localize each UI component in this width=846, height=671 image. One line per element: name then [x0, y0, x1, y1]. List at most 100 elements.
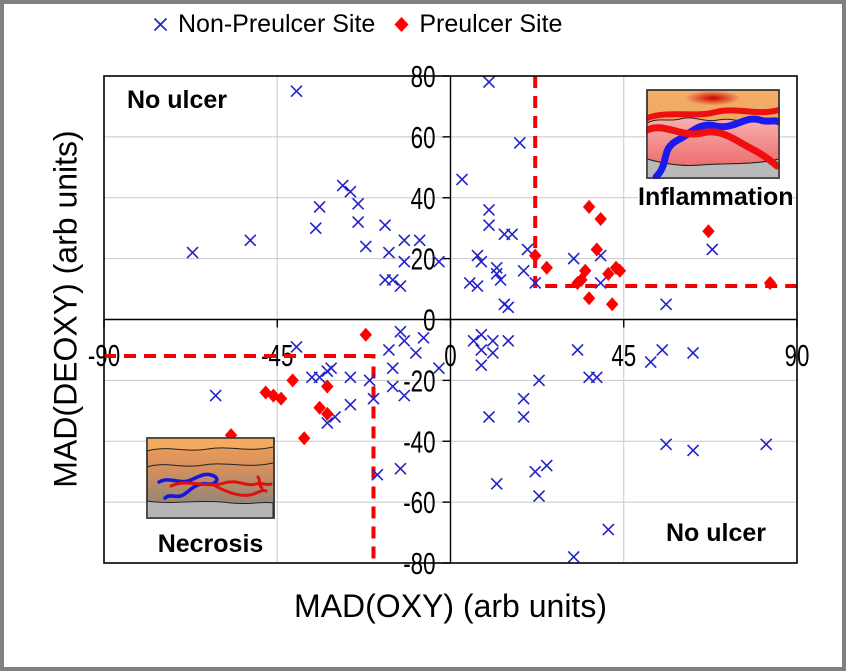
inset-border — [646, 89, 780, 179]
region-label-necrosis: Necrosis — [146, 532, 275, 557]
point-non-preulcer — [371, 468, 384, 481]
point-preulcer — [606, 297, 619, 312]
point-preulcer — [582, 199, 596, 214]
point-preulcer — [313, 400, 326, 415]
point-non-preulcer — [344, 398, 357, 411]
inflammation-skin-svg — [643, 89, 783, 181]
point-non-preulcer — [386, 380, 399, 393]
point-non-preulcer — [502, 301, 515, 314]
point-preulcer — [274, 391, 288, 406]
point-non-preulcer — [490, 261, 503, 274]
legend-item-preulcer: Preulcer Site — [393, 10, 562, 39]
point-non-preulcer — [398, 389, 411, 402]
point-non-preulcer — [656, 343, 669, 357]
point-preulcer — [590, 242, 603, 257]
point-preulcer — [613, 263, 627, 278]
y-axis-title: MAD(DEOXY) (arb units) — [47, 130, 84, 488]
point-non-preulcer — [471, 249, 484, 262]
point-non-preulcer — [590, 371, 603, 384]
point-non-preulcer — [517, 392, 530, 405]
skin-surface-line — [146, 446, 274, 452]
point-non-preulcer — [382, 343, 395, 357]
inflammation-threshold-line — [533, 76, 797, 289]
red-vessel-main — [643, 124, 781, 170]
point-non-preulcer — [686, 444, 700, 457]
point-preulcer — [540, 260, 553, 275]
point-non-preulcer — [398, 255, 411, 268]
point-non-preulcer — [471, 279, 484, 293]
point-preulcer — [609, 260, 623, 275]
point-non-preulcer — [336, 179, 349, 192]
point-non-preulcer — [363, 374, 376, 387]
point-non-preulcer — [571, 343, 584, 357]
point-non-preulcer — [486, 346, 499, 360]
point-non-preulcer — [352, 197, 365, 210]
necrosis-skin-illustration — [146, 437, 275, 519]
skin-surface-band — [147, 438, 273, 451]
point-preulcer — [602, 266, 615, 281]
region-label-no-ulcer-bottom-right: No ulcer — [666, 519, 767, 547]
point-non-preulcer — [398, 234, 411, 247]
x-tick-label: 0 — [444, 338, 456, 372]
point-non-preulcer — [486, 334, 499, 347]
point-non-preulcer — [359, 240, 372, 253]
point-preulcer — [594, 212, 607, 227]
inflammation-skin-illustration — [643, 89, 783, 181]
point-non-preulcer — [417, 331, 430, 344]
red-vessel-thin — [169, 480, 273, 488]
point-non-preulcer — [409, 346, 422, 360]
legend-label-non-preulcer: Non-Preulcer Site — [178, 10, 376, 38]
blue-vessel — [652, 115, 783, 181]
point-non-preulcer — [475, 328, 488, 341]
point-preulcer — [321, 406, 334, 421]
point-non-preulcer — [490, 477, 503, 490]
point-non-preulcer — [186, 246, 199, 259]
point-preulcer — [529, 248, 542, 263]
point-non-preulcer — [540, 459, 553, 472]
point-non-preulcer — [244, 234, 257, 247]
point-preulcer — [286, 373, 299, 388]
point-non-preulcer — [529, 465, 542, 478]
point-non-preulcer — [529, 276, 542, 290]
point-non-preulcer — [344, 371, 357, 384]
plot-frame — [103, 75, 798, 564]
point-non-preulcer — [567, 252, 580, 265]
point-non-preulcer — [455, 173, 469, 186]
point-non-preulcer — [321, 365, 334, 378]
point-preulcer — [702, 224, 715, 239]
point-non-preulcer — [463, 276, 476, 290]
x-tick-label: 45 — [611, 338, 636, 372]
red-vessel-branch — [210, 482, 268, 497]
dermis-boundary-line — [146, 462, 274, 468]
red-vessel-hook — [256, 475, 264, 490]
point-non-preulcer — [686, 346, 700, 360]
y-tick-label: 0 — [423, 303, 435, 337]
point-non-preulcer — [432, 255, 446, 268]
point-non-preulcer — [386, 362, 399, 375]
y-tick-label: 60 — [411, 120, 436, 154]
point-non-preulcer — [517, 410, 530, 423]
point-non-preulcer — [209, 389, 222, 402]
point-preulcer — [582, 291, 596, 306]
point-non-preulcer — [321, 416, 334, 430]
blue-vessel-thin — [157, 472, 219, 500]
point-non-preulcer — [378, 219, 392, 232]
point-non-preulcer — [367, 392, 380, 405]
point-non-preulcer — [475, 343, 488, 357]
point-non-preulcer — [517, 264, 530, 277]
surface-redness-spot — [685, 90, 741, 106]
point-non-preulcer — [567, 550, 580, 563]
point-non-preulcer — [394, 325, 407, 338]
necrosis-skin-svg — [146, 437, 275, 519]
point-non-preulcer — [494, 273, 507, 286]
point-non-preulcer — [594, 276, 607, 290]
necrosis-threshold-line — [104, 354, 376, 563]
point-non-preulcer — [309, 222, 322, 235]
point-non-preulcer — [506, 228, 519, 241]
point-non-preulcer — [706, 243, 719, 256]
point-non-preulcer — [352, 216, 365, 229]
diamond-marker-icon — [394, 17, 409, 32]
point-preulcer — [763, 275, 777, 290]
point-non-preulcer — [482, 76, 496, 89]
